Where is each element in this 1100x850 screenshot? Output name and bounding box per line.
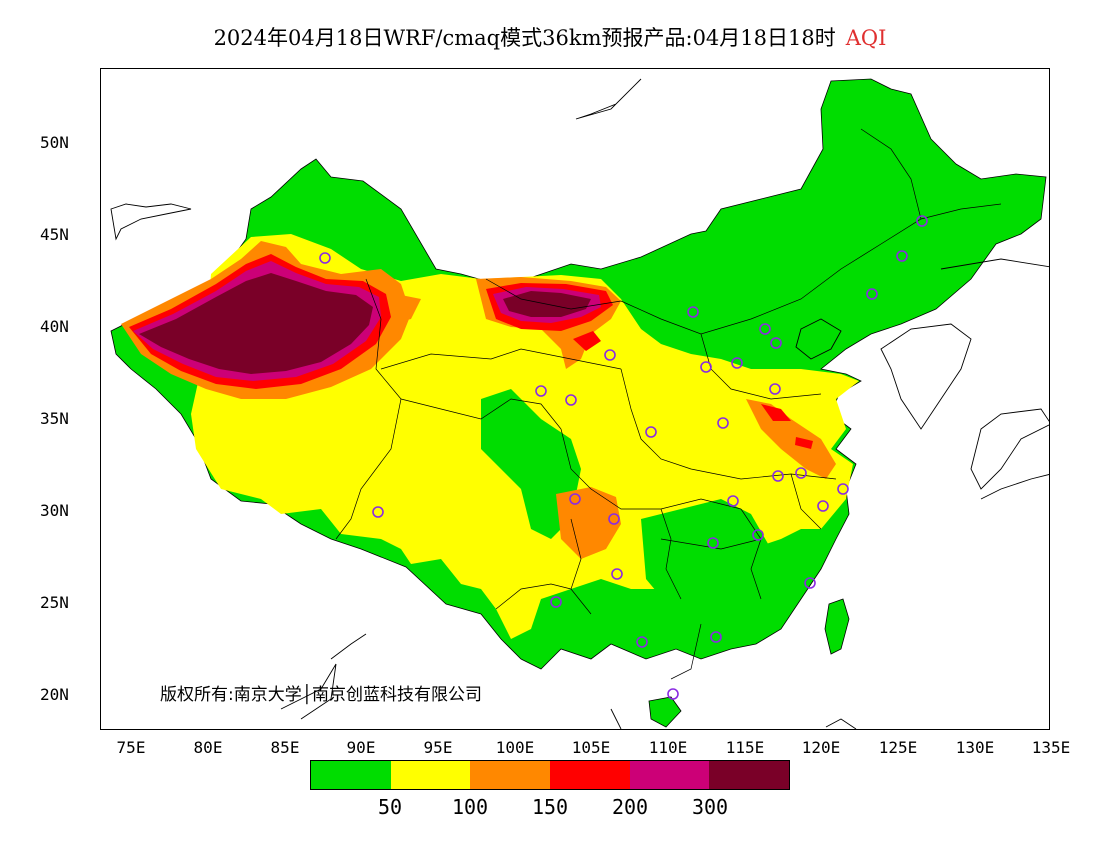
legend-label-50: 50 — [377, 795, 403, 819]
title-text: 2024年04月18日WRF/cmaq模式36km预报产品:04月18日18时 — [213, 26, 836, 50]
station-changsha — [707, 537, 719, 549]
aqi-unhealthy-spot-jiangsu — [795, 437, 813, 449]
lon-label-80e: 80E — [193, 738, 223, 757]
station-nanning — [636, 636, 648, 648]
station-lanzhou — [565, 394, 577, 406]
aqi-sensitive-region-sichuan — [556, 487, 621, 559]
lon-label-100e: 100E — [495, 738, 535, 757]
taiwan-island — [824, 598, 850, 655]
legend-swatch-moderate — [390, 761, 471, 789]
station-hangzhou — [817, 500, 829, 512]
legend-label-300: 300 — [691, 795, 729, 819]
station-haikou — [667, 688, 679, 700]
lon-label-125e: 125E — [878, 738, 918, 757]
legend-swatch-hazardous — [709, 761, 790, 789]
station-tianjin — [770, 337, 782, 349]
lat-label-20n: 20N — [40, 685, 69, 704]
lat-label-25n: 25N — [40, 593, 69, 612]
legend-swatch-very-unhealthy — [629, 761, 710, 789]
aqi-unhealthy-spot-shandong — [761, 404, 791, 421]
aqi-sensitive-region-gansu — [391, 294, 421, 324]
lon-label-120e: 120E — [801, 738, 841, 757]
lon-label-110e: 110E — [648, 738, 688, 757]
aqi-unhealthy-spot-hexi — [573, 331, 601, 351]
station-chongqing — [608, 513, 620, 525]
lon-label-95e: 95E — [423, 738, 453, 757]
map-title: 2024年04月18日WRF/cmaq模式36km预报产品:04月18日18时 A… — [0, 22, 1100, 52]
lat-label-40n: 40N — [40, 317, 69, 336]
legend-label-200: 200 — [611, 795, 649, 819]
legend-swatch-unhealthy — [550, 761, 630, 789]
lat-label-30n: 30N — [40, 501, 69, 520]
aqi-sensitive-region-east — [746, 399, 836, 479]
lon-label-90e: 90E — [346, 738, 376, 757]
station-shenyang — [866, 288, 878, 300]
lat-label-50n: 50N — [40, 133, 69, 152]
station-shijiazhuang — [731, 357, 743, 369]
station-changchun — [896, 250, 908, 262]
station-kunming — [550, 596, 562, 608]
station-xining — [535, 385, 547, 397]
aqi-map — [110, 78, 1049, 729]
hainan-island — [648, 696, 682, 728]
aqi-good-patch-central — [481, 389, 581, 539]
province-boundaries — [335, 128, 1002, 680]
legend-label-100: 100 — [451, 795, 489, 819]
color-legend — [310, 760, 790, 790]
legend-swatch-sensitive — [470, 761, 551, 789]
map-frame — [100, 68, 1050, 730]
station-xian — [645, 426, 657, 438]
station-urumqi — [319, 252, 331, 264]
station-wuhan — [727, 495, 739, 507]
station-yinchuan — [604, 349, 616, 361]
lon-label-130e: 130E — [955, 738, 995, 757]
station-nanjing — [795, 467, 807, 479]
station-taiyuan — [700, 361, 712, 373]
lat-label-35n: 35N — [40, 409, 69, 428]
station-shanghai — [837, 483, 849, 495]
title-variable: AQI — [845, 26, 887, 50]
station-jinan — [769, 383, 781, 395]
lon-label-105e: 105E — [571, 738, 611, 757]
legend-label-150: 150 — [531, 795, 569, 819]
aqi-good-patch-hubei — [641, 499, 791, 624]
lon-label-115e: 115E — [725, 738, 765, 757]
station-chengdu — [569, 493, 581, 505]
copyright-notice: 版权所有:南京大学│南京创蓝科技有限公司 — [160, 685, 482, 705]
station-zhengzhou — [717, 417, 729, 429]
station-harbin — [916, 215, 928, 227]
station-guiyang — [611, 568, 623, 580]
neighbour-coastlines — [110, 78, 1049, 729]
lon-label-135e: 135E — [1031, 738, 1071, 757]
station-guangzhou — [710, 631, 722, 643]
lat-label-45n: 45N — [40, 225, 69, 244]
station-markers — [319, 215, 928, 700]
legend-swatch-good — [311, 761, 391, 789]
lon-label-75e: 75E — [116, 738, 146, 757]
aqi-hazardous-region-taklimakan — [139, 273, 373, 374]
station-nanchang — [752, 529, 764, 541]
station-lhasa — [372, 506, 384, 518]
station-beijing — [759, 323, 771, 335]
station-hefei — [772, 470, 784, 482]
lon-label-85e: 85E — [270, 738, 300, 757]
station-hohhot — [687, 306, 699, 318]
station-fuzhou — [804, 577, 816, 589]
